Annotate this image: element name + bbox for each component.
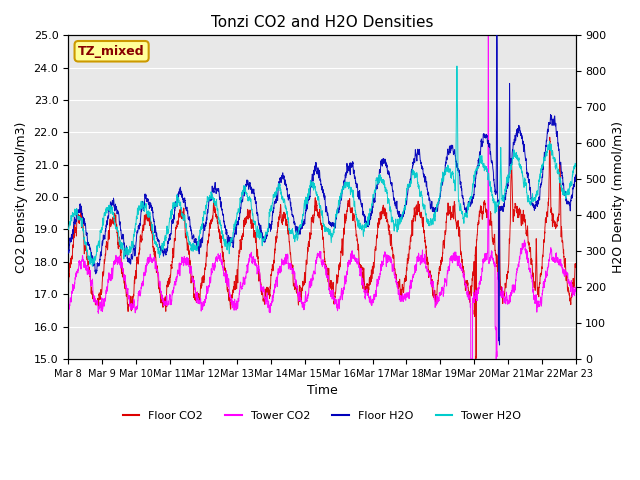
X-axis label: Time: Time: [307, 384, 337, 397]
Legend: Floor CO2, Tower CO2, Floor H2O, Tower H2O: Floor CO2, Tower CO2, Floor H2O, Tower H…: [118, 407, 525, 425]
Y-axis label: H2O Density (mmol/m3): H2O Density (mmol/m3): [612, 121, 625, 273]
Text: TZ_mixed: TZ_mixed: [78, 45, 145, 58]
Y-axis label: CO2 Density (mmol/m3): CO2 Density (mmol/m3): [15, 121, 28, 273]
Title: Tonzi CO2 and H2O Densities: Tonzi CO2 and H2O Densities: [211, 15, 433, 30]
